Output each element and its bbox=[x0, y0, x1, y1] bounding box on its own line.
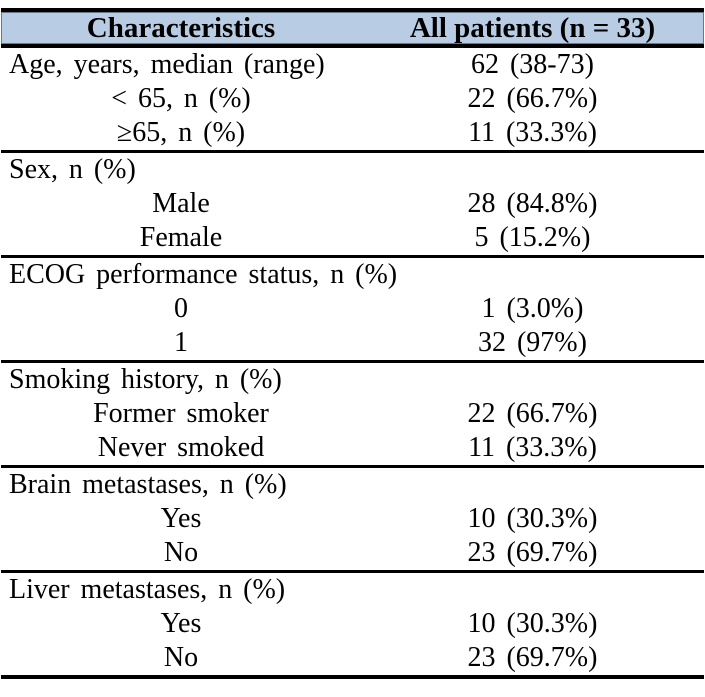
table-row-brain-no: No 23 (69.7%) bbox=[1, 536, 704, 570]
section-brain-metastases: Brain metastases, n (%) Yes 10 (30.3%) N… bbox=[1, 468, 704, 573]
patient-characteristics-table: Characteristics All patients (n = 33) Ag… bbox=[1, 8, 704, 679]
table-row-female: Female 5 (15.2%) bbox=[1, 221, 704, 255]
section-liver-metastases: Liver metastases, n (%) Yes 10 (30.3%) N… bbox=[1, 573, 704, 679]
header-all-patients: All patients (n = 33) bbox=[409, 12, 656, 44]
table-row-ecog-1: 1 32 (97%) bbox=[1, 326, 704, 360]
row-label: 0 bbox=[174, 293, 188, 324]
table-row-age-lt65: < 65, n (%) 22 (66.7%) bbox=[1, 82, 704, 116]
table-header-row: Characteristics All patients (n = 33) bbox=[1, 8, 704, 48]
row-value: 23 (69.7%) bbox=[467, 537, 598, 568]
row-label: < 65, n (%) bbox=[111, 83, 251, 114]
row-label: ≥65, n (%) bbox=[116, 117, 246, 148]
row-value: 5 (15.2%) bbox=[474, 222, 591, 253]
table-row-liver-yes: Yes 10 (30.3%) bbox=[1, 607, 704, 641]
row-label: No bbox=[163, 642, 199, 673]
row-value: 10 (30.3%) bbox=[467, 503, 598, 534]
row-label: Yes bbox=[160, 608, 202, 639]
table-row-liver: Liver metastases, n (%) bbox=[1, 573, 704, 607]
table-row-age-ge65: ≥65, n (%) 11 (33.3%) bbox=[1, 116, 704, 150]
table-row-former-smoker: Former smoker 22 (66.7%) bbox=[1, 397, 704, 431]
row-value: 11 (33.3%) bbox=[468, 117, 597, 148]
row-label: Female bbox=[139, 222, 223, 253]
row-label: No bbox=[163, 537, 199, 568]
row-label: Former smoker bbox=[93, 398, 269, 429]
row-value: 11 (33.3%) bbox=[468, 432, 597, 463]
row-label: Smoking history, n (%) bbox=[9, 364, 282, 395]
table-row-sex: Sex, n (%) bbox=[1, 153, 704, 187]
row-label: Sex, n (%) bbox=[9, 154, 136, 185]
row-label: Age, years, median (range) bbox=[9, 49, 325, 80]
table-row-brain-yes: Yes 10 (30.3%) bbox=[1, 502, 704, 536]
row-label: Never smoked bbox=[97, 432, 265, 463]
row-label: Brain metastases, n (%) bbox=[9, 469, 287, 500]
table-row-male: Male 28 (84.8%) bbox=[1, 187, 704, 221]
row-value: 28 (84.8%) bbox=[467, 188, 598, 219]
table-row-smoking: Smoking history, n (%) bbox=[1, 363, 704, 397]
table-row-ecog: ECOG performance status, n (%) bbox=[1, 258, 704, 292]
row-value: 22 (66.7%) bbox=[467, 398, 598, 429]
row-value: 22 (66.7%) bbox=[467, 83, 598, 114]
table-row-age: Age, years, median (range) 62 (38-73) bbox=[1, 48, 704, 82]
table-row-brain: Brain metastases, n (%) bbox=[1, 468, 704, 502]
header-characteristics: Characteristics bbox=[86, 12, 276, 44]
section-smoking: Smoking history, n (%) Former smoker 22 … bbox=[1, 363, 704, 468]
row-value: 10 (30.3%) bbox=[467, 608, 598, 639]
section-ecog: ECOG performance status, n (%) 0 1 (3.0%… bbox=[1, 258, 704, 363]
section-age: Age, years, median (range) 62 (38-73) < … bbox=[1, 48, 704, 153]
table-row-liver-no: No 23 (69.7%) bbox=[1, 641, 704, 675]
row-label: Yes bbox=[160, 503, 202, 534]
row-value: 62 (38-73) bbox=[471, 49, 594, 80]
section-sex: Sex, n (%) Male 28 (84.8%) Female 5 (15.… bbox=[1, 153, 704, 258]
row-value: 23 (69.7%) bbox=[467, 642, 598, 673]
row-label: 1 bbox=[174, 327, 188, 358]
row-label: Liver metastases, n (%) bbox=[9, 574, 286, 605]
row-label: ECOG performance status, n (%) bbox=[9, 259, 398, 290]
table-row-ecog-0: 0 1 (3.0%) bbox=[1, 292, 704, 326]
row-value: 32 (97%) bbox=[478, 327, 587, 358]
table-row-never-smoked: Never smoked 11 (33.3%) bbox=[1, 431, 704, 465]
row-label: Male bbox=[152, 188, 210, 219]
row-value: 1 (3.0%) bbox=[481, 293, 584, 324]
